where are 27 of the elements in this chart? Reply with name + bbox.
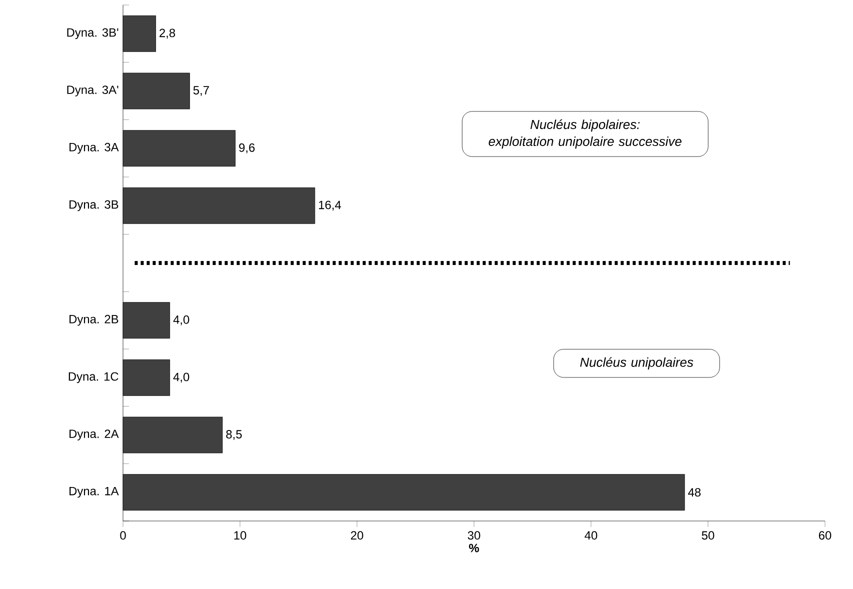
data-label: 4,0 — [173, 315, 190, 326]
data-label: 9,6 — [239, 143, 255, 154]
data-label: 4,0 — [173, 372, 190, 383]
x-axis-title: % — [468, 544, 480, 552]
x-tick-label: 50 — [702, 531, 714, 540]
x-tick-label: 10 — [234, 531, 246, 540]
y-tick-label: Dyna. 3A' — [67, 86, 118, 96]
data-label: 2,8 — [160, 28, 176, 39]
y-tick-label: Dyna. 2A — [70, 430, 119, 440]
annotation: exploitation unipolaire successive — [488, 136, 682, 149]
annotation: Nucléus bipolaires: — [530, 119, 640, 132]
data-label: 8,5 — [226, 430, 242, 440]
y-tick-label: Dyna. 1C — [68, 372, 118, 384]
y-tick-label: Dyna. 1A — [70, 486, 119, 498]
x-tick-label: 30 — [468, 531, 480, 540]
y-tick-label: Dyna. 2B — [70, 314, 118, 326]
y-tick-label: Dyna. 3B' — [67, 28, 118, 40]
y-tick-label: Dyna. 3B — [70, 200, 118, 212]
x-tick-label: 0 — [120, 531, 126, 540]
y-tick-label: Dyna. 3A — [70, 142, 119, 154]
annotation: Nucléus unipolaires — [580, 357, 694, 370]
data-label: 16,4 — [318, 200, 341, 211]
data-label: 5,7 — [193, 86, 209, 96]
x-tick-label: 20 — [350, 531, 364, 540]
x-tick-label: 60 — [818, 531, 832, 540]
data-label: 48 — [688, 488, 701, 497]
x-tick-label: 40 — [584, 531, 598, 540]
